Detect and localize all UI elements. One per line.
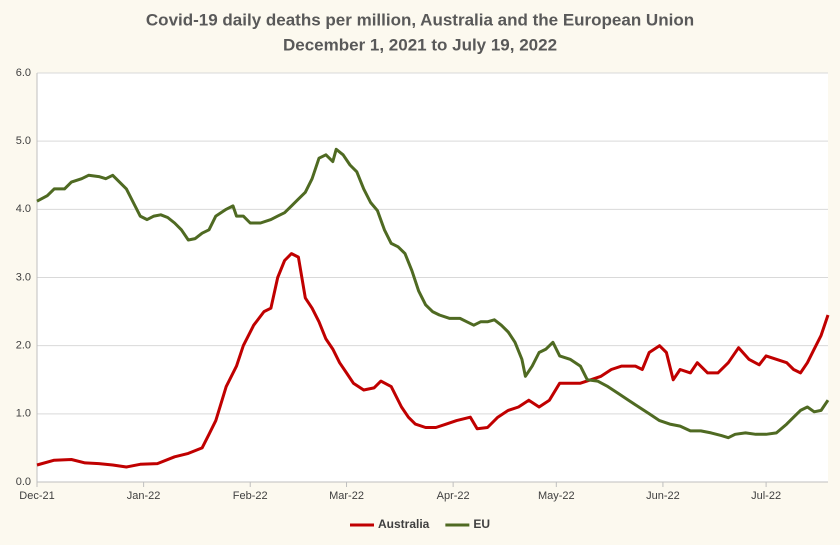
x-tick-label: May-22 [538, 490, 575, 502]
y-tick-label: 1.0 [16, 408, 31, 420]
x-tick-label: Jan-22 [127, 490, 161, 502]
y-tick-label: 0.0 [16, 476, 31, 488]
series-line [36, 252, 830, 469]
y-tick-label: 5.0 [16, 135, 31, 147]
y-tick-label: 2.0 [16, 340, 31, 352]
y-tick-label: 6.0 [16, 67, 31, 79]
chart-title: Covid-19 daily deaths per million, Austr… [146, 10, 694, 29]
x-tick-label: Jul-22 [751, 490, 781, 502]
series-line [36, 147, 830, 440]
legend-label: Australia [378, 517, 430, 531]
legend-label: EU [473, 517, 490, 531]
y-tick-label: 4.0 [16, 203, 31, 215]
x-tick-label: Mar-22 [329, 490, 364, 502]
x-tick-label: Dec-21 [19, 490, 54, 502]
chart-subtitle: December 1, 2021 to July 19, 2022 [283, 35, 557, 54]
x-tick-label: Jun-22 [646, 490, 680, 502]
x-tick-label: Apr-22 [437, 490, 470, 502]
x-tick-label: Feb-22 [233, 490, 268, 502]
y-tick-label: 3.0 [16, 271, 31, 283]
